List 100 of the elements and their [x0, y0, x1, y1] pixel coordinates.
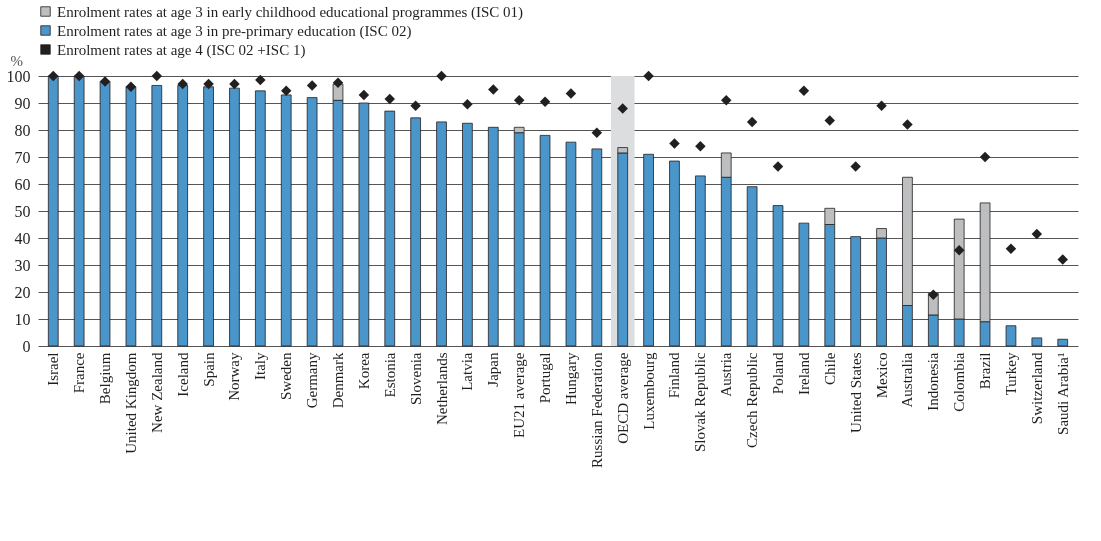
x-tick-label: Slovak Republic	[692, 352, 709, 453]
y-tick-label: 0	[22, 337, 31, 355]
point	[48, 70, 59, 82]
x-tick-label: Spain	[200, 352, 217, 387]
point	[876, 100, 887, 111]
y-tick-label: 30	[14, 256, 31, 274]
x-tick-label: Israel	[45, 352, 62, 386]
bar	[772, 205, 784, 347]
point	[125, 81, 137, 93]
point	[746, 116, 758, 128]
point	[539, 96, 551, 107]
point	[203, 78, 214, 90]
x-tick-label: Czech Republic	[744, 352, 761, 448]
point	[798, 85, 810, 97]
x-tick-label: Poland	[770, 352, 787, 395]
point	[928, 289, 939, 300]
point	[643, 70, 654, 82]
point	[695, 140, 706, 152]
bar	[798, 222, 810, 347]
x-tick-label: Belgium	[97, 352, 114, 405]
x-tick-label: Japan	[485, 352, 502, 387]
point	[513, 95, 525, 106]
x-tick-label: Ireland	[795, 352, 812, 395]
x-tick-label: Switzerland	[1028, 352, 1045, 425]
bar	[73, 75, 85, 347]
x-tick-label: Slovenia	[407, 352, 424, 405]
x-tick-label: Denmark	[329, 352, 346, 409]
point	[1057, 254, 1068, 265]
x-tick-label: Chile	[821, 352, 838, 385]
legend-label: Enrolment rates at age 3 in early childhood educational programmes (ISC 01)	[57, 3, 524, 21]
x-tick-label: New Zealand	[148, 352, 165, 433]
bar	[591, 148, 603, 347]
x-tick-label: Korea	[355, 352, 372, 390]
bar	[462, 122, 473, 347]
x-tick-label: France	[71, 352, 88, 394]
point	[384, 93, 395, 105]
bar	[255, 90, 266, 347]
point	[410, 100, 421, 111]
bar	[746, 186, 758, 347]
point	[1031, 228, 1043, 240]
point	[772, 161, 784, 172]
bar	[306, 97, 318, 347]
x-tick-label: United Kingdom	[122, 352, 139, 454]
bar	[410, 117, 421, 347]
x-tick-label: Finland	[666, 352, 683, 399]
bar	[695, 175, 706, 347]
point	[151, 70, 163, 82]
point	[824, 115, 836, 126]
bar	[1005, 325, 1017, 347]
bar	[850, 236, 861, 347]
point	[73, 70, 85, 82]
x-tick-label: Sweden	[278, 352, 295, 400]
point	[1005, 243, 1017, 255]
bar	[1057, 338, 1069, 347]
point	[358, 89, 370, 101]
x-tick-label: Portugal	[537, 352, 554, 404]
point	[436, 70, 447, 82]
point	[488, 84, 499, 95]
y-tick-label: 100	[6, 67, 31, 85]
point	[617, 103, 628, 114]
y-tick-label: 60	[14, 175, 31, 193]
bar	[151, 85, 163, 347]
point	[306, 80, 318, 91]
bar	[669, 160, 680, 347]
x-tick-label: Australia	[899, 352, 916, 408]
bar	[125, 86, 137, 347]
bar	[384, 110, 396, 347]
x-tick-label: Estonia	[381, 352, 398, 398]
x-tick-label: EU21 average	[511, 352, 528, 438]
x-tick-label: Norway	[226, 352, 243, 401]
point	[280, 85, 292, 97]
point	[591, 127, 603, 138]
point	[979, 151, 991, 163]
x-tick-label: Germany	[304, 352, 321, 409]
x-tick-label: Hungary	[562, 352, 579, 405]
x-tick-label: Turkey	[1002, 352, 1019, 396]
bar	[643, 153, 654, 347]
point	[669, 138, 680, 149]
point	[255, 74, 266, 86]
x-tick-label: Luxembourg	[640, 352, 657, 430]
bar	[487, 126, 499, 347]
bar	[99, 81, 111, 347]
y-tick-label: 70	[14, 148, 31, 166]
x-tick-label: OECD average	[614, 352, 631, 444]
x-tick-label: Iceland	[174, 352, 191, 397]
y-axis-title: %	[10, 52, 23, 69]
bar	[47, 75, 59, 347]
y-tick-label: 80	[14, 121, 31, 139]
point	[902, 119, 913, 130]
x-tick-label: Netherlands	[433, 352, 450, 425]
y-tick-label: 20	[14, 283, 31, 301]
y-tick-label: 10	[14, 310, 31, 328]
bar	[565, 141, 577, 347]
y-tick-label: 40	[14, 229, 31, 247]
x-tick-label: Mexico	[873, 352, 890, 399]
y-tick-label: 90	[14, 94, 31, 112]
bar	[1031, 337, 1043, 347]
point	[850, 161, 861, 172]
bar	[539, 135, 551, 347]
point	[462, 99, 473, 110]
